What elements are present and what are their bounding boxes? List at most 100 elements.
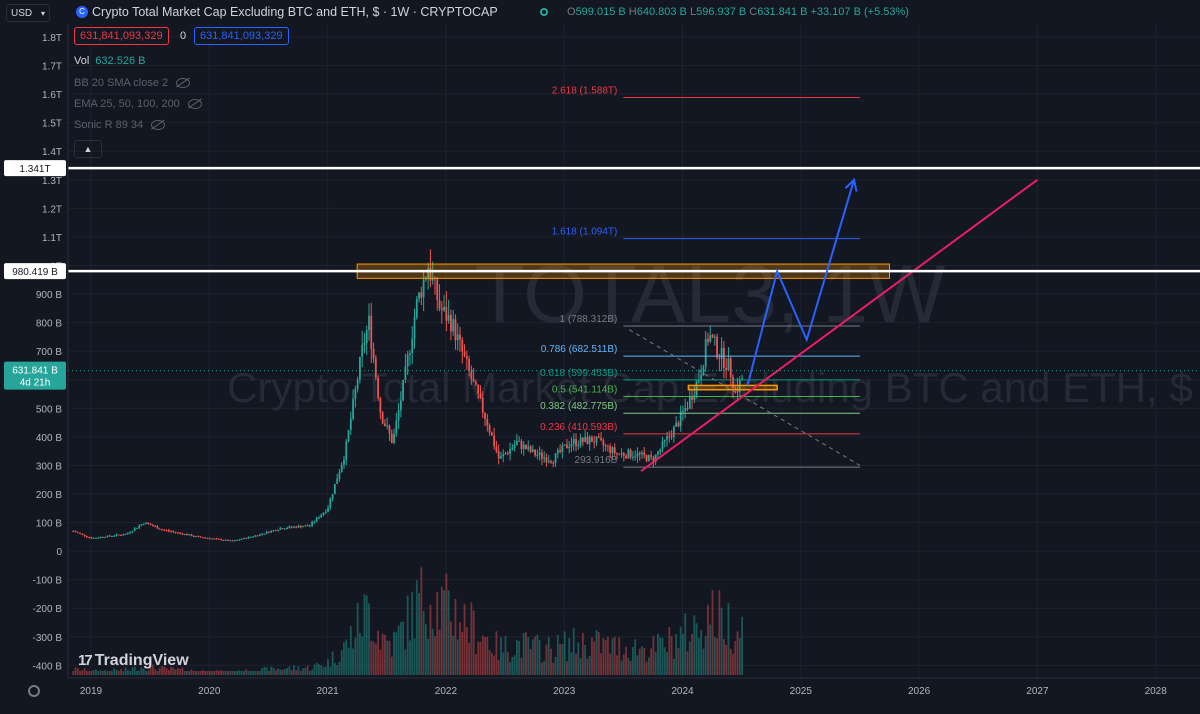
candle-body [281,528,284,530]
y-tick-label: -200 B [33,604,63,615]
eye-hidden-icon[interactable] [151,120,166,131]
volume-bar [261,668,263,675]
indicator-bb[interactable]: BB 20 SMA close 2 [74,77,191,89]
volume-bar [140,667,143,675]
eye-hidden-icon[interactable] [187,99,202,110]
volume-bar [477,641,480,675]
key-level-price-tag[interactable] [4,160,66,177]
candle-body [272,530,275,532]
support-zone[interactable] [687,384,778,391]
candle-body [484,412,486,420]
volume-bar [522,633,525,675]
time-axis[interactable]: 2019 2020 2021 2022 2023 2024 2025 2026 2027 2028 [68,677,1200,714]
indicator-ema[interactable]: EMA 25, 50, 100, 200 [74,98,202,110]
volume-bar [329,666,332,675]
volume-bar [379,649,382,675]
volume-bar [372,641,375,675]
candle-body [377,377,380,398]
candle-body [138,525,141,528]
collapse-indicators-button[interactable]: ▲ [74,140,102,158]
volume-bar [126,670,129,675]
volume-bar [156,671,159,675]
volume-bar [470,602,473,675]
chevron-down-icon: ▾ [40,9,45,18]
volume-bar [349,626,352,675]
volume-bar [104,670,107,675]
candle-body [129,532,132,534]
volume-bar [645,661,648,675]
candle-body [86,536,88,538]
gear-icon[interactable] [28,685,40,697]
volume-bar [568,637,571,675]
volume-bar [716,638,718,675]
volume-bar [463,603,466,675]
y-tick-label: -400 B [33,661,63,672]
candle-body [477,384,480,394]
volume-bar [265,667,268,675]
y-tick-label: -300 B [33,633,63,644]
volume-bar [192,671,195,675]
volume-bar [434,636,436,675]
candle-body [545,457,548,462]
indicator-name: BB 20 SMA close 2 [74,77,169,89]
candle-body [486,419,489,426]
projection-path[interactable] [746,179,855,386]
candle-body [657,451,659,455]
support-trendline[interactable] [640,178,1038,472]
indicator-name: Sonic R 89 34 [74,119,144,131]
symbol-title[interactable]: Crypto Total Market Cap Excluding BTC an… [92,5,498,19]
fib-level-label: 0.618 (599.453B) [540,368,617,379]
volume-bar [411,591,414,675]
volume-bar [641,646,643,675]
candle-body [297,525,300,528]
candle-body [308,525,311,527]
candle-body [668,436,671,438]
candle-body [675,422,678,427]
currency-select[interactable]: USD ▾ [6,4,50,22]
buy-button[interactable]: 631,841,093,329 [194,27,289,45]
volume-bar [618,637,621,675]
volume-bar [459,622,461,675]
key-level-price-tag[interactable] [4,263,66,280]
indicator-sonic[interactable]: Sonic R 89 34 [74,119,166,131]
tradingview-logo[interactable]: 17 TradingView [78,652,189,670]
candle-body [372,348,375,359]
candle-body [420,292,423,298]
volume-bar [283,669,286,675]
candle-body [227,539,229,541]
volume-bar [431,628,434,675]
volume-bar [306,665,309,675]
volume-bar [657,633,659,675]
indicator-vol[interactable]: Vol 632.526 B [74,55,145,67]
candle-body [625,455,627,459]
volume-bar [643,647,646,675]
volume-bar [652,636,655,675]
candle-body [550,461,552,463]
candle-body [197,536,200,538]
ohlc-close: 631.841 B [757,6,808,18]
volume-bar [677,647,680,675]
volume-bar [215,669,218,675]
volume-bar [368,603,370,675]
candle-body [81,533,84,535]
last-price-tag[interactable] [4,361,66,390]
candle-body [520,440,523,449]
candle-body [525,444,527,450]
candle-body [579,437,582,446]
volume-bar [183,671,186,675]
volume-bar [602,637,605,675]
volume-bar [397,625,400,675]
market-status-icon[interactable] [540,8,548,16]
candle-body [636,452,639,457]
candle-body [691,396,693,400]
price-axis[interactable]: 1.8T1.7T1.6T1.5T1.4T1.3T1.2T1.1T1T900 B8… [0,0,69,714]
candle-body [318,517,320,519]
volume-bar [702,648,705,675]
candle-body [602,440,605,446]
y-tick-label: 700 B [36,347,62,358]
chart-drawings[interactable]: 2.618 (1.588T) 1.618 (1.094T) 1 (788.312B)… [68,86,1200,472]
sell-button[interactable]: 631,841,093,329 [74,27,169,45]
eye-hidden-icon[interactable] [176,78,191,89]
candle-body [606,445,609,447]
